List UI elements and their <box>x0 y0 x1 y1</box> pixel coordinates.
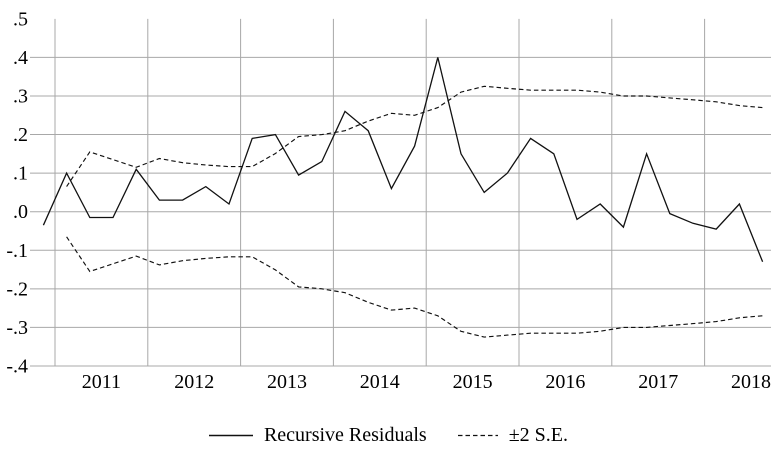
y-tick-label: .0 <box>13 201 28 223</box>
y-tick-label: .3 <box>13 85 28 107</box>
y-tick-label: .5 <box>13 8 28 30</box>
x-tick-label: 2014 <box>360 371 400 393</box>
series-line-recursive-residuals <box>42 57 764 263</box>
y-tick-label: -.2 <box>6 278 28 300</box>
x-tick-label: 2016 <box>545 371 585 393</box>
legend-item-se-bands: ±2 S.E. <box>457 424 568 447</box>
legend-item-recursive-residuals: Recursive Residuals <box>208 424 427 447</box>
chart-legend: Recursive Residuals ±2 S.E. <box>0 422 776 448</box>
series-line-se-band <box>66 236 763 338</box>
x-tick-label: 2018 <box>731 371 771 393</box>
y-tick-label: -.4 <box>6 355 28 377</box>
x-tick-label: 2015 <box>453 371 493 393</box>
y-tick-label: .4 <box>13 47 28 69</box>
series-line-se-band <box>66 85 763 187</box>
x-tick-label: 2017 <box>638 371 678 393</box>
x-tick-label: 2012 <box>174 371 214 393</box>
plot-area: .5 .4 .3 .2 .1 .0 -.1 -.2 -.3 -.4 2011 2012 2013 2014… <box>6 8 771 393</box>
x-tick-label: 2011 <box>82 371 121 393</box>
legend-dashed-line-swatch <box>457 434 498 436</box>
legend-label-se: ±2 S.E. <box>508 423 569 446</box>
y-tick-label: -.1 <box>6 240 28 262</box>
legend-label-recursive-residuals: Recursive Residuals <box>263 423 427 446</box>
y-tick-label: .2 <box>13 124 28 146</box>
x-tick-label: 2013 <box>267 371 307 393</box>
y-tick-label: .1 <box>13 163 28 185</box>
y-tick-label: -.3 <box>6 317 28 339</box>
legend-solid-line-swatch <box>208 434 253 436</box>
